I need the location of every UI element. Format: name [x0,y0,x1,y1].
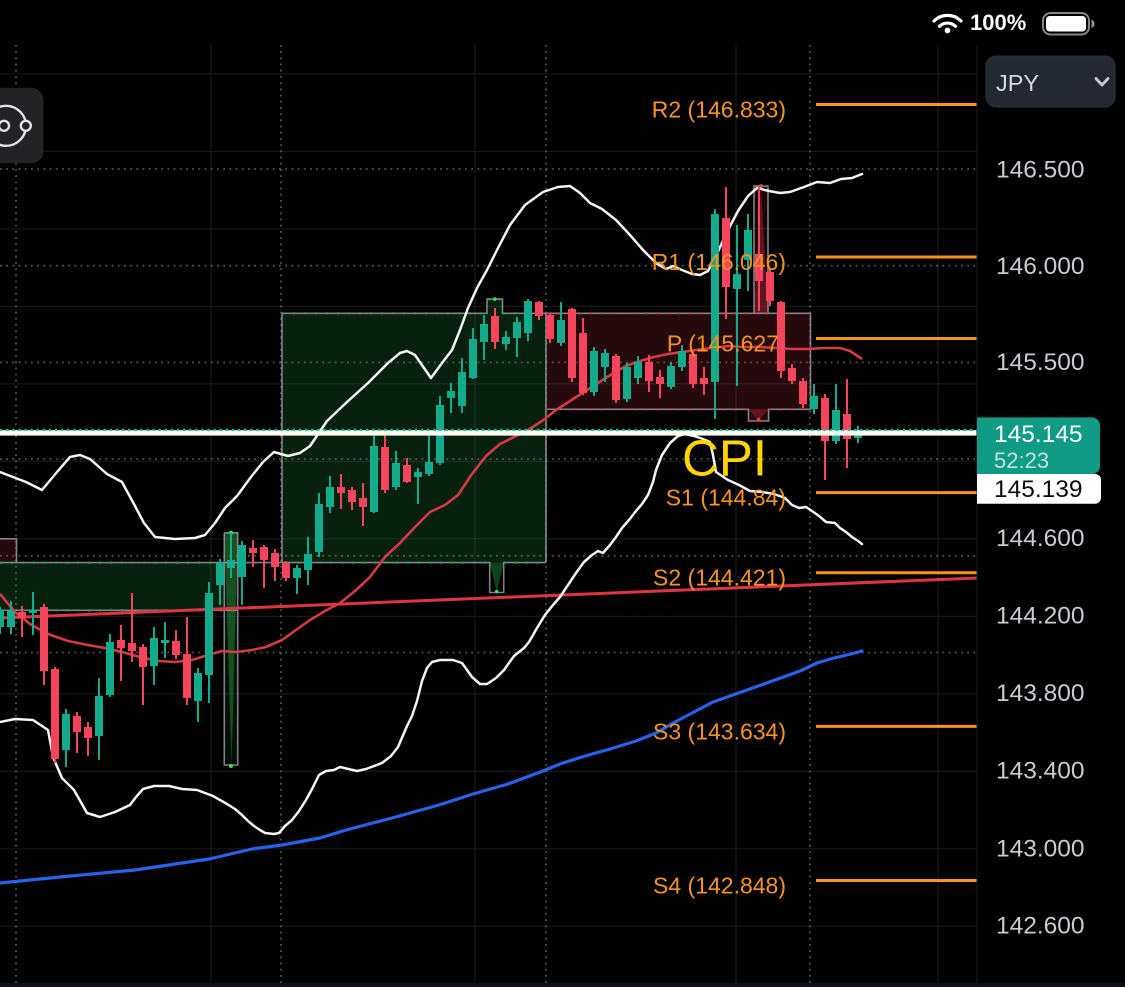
svg-text:143.000: 143.000 [996,835,1085,862]
svg-text:145.139: 145.139 [994,476,1083,503]
svg-text:146.500: 146.500 [996,157,1085,184]
svg-text:144.600: 144.600 [996,525,1085,552]
svg-text:144.200: 144.200 [996,603,1085,630]
svg-text:143.400: 143.400 [996,757,1085,784]
svg-text:S3 (143.634): S3 (143.634) [653,718,786,744]
svg-text:R2 (146.833): R2 (146.833) [652,97,786,123]
svg-text:S1 (144.84): S1 (144.84) [666,485,786,511]
svg-text:52:23: 52:23 [994,448,1049,473]
svg-text:145.500: 145.500 [996,349,1085,376]
svg-text:143.800: 143.800 [996,680,1085,707]
svg-text:142.600: 142.600 [996,912,1085,939]
svg-text:JPY: JPY [996,70,1039,96]
svg-text:CPI: CPI [682,430,767,487]
svg-text:P (145.627: P (145.627 [667,331,779,357]
svg-text:146.000: 146.000 [996,253,1085,280]
svg-text:R1 (146.046): R1 (146.046) [652,249,786,275]
svg-text:100%: 100% [970,10,1026,35]
svg-text:S2 (144.421): S2 (144.421) [653,565,786,591]
svg-text:145.145: 145.145 [994,421,1083,448]
svg-text:S4 (142.848): S4 (142.848) [653,873,786,899]
